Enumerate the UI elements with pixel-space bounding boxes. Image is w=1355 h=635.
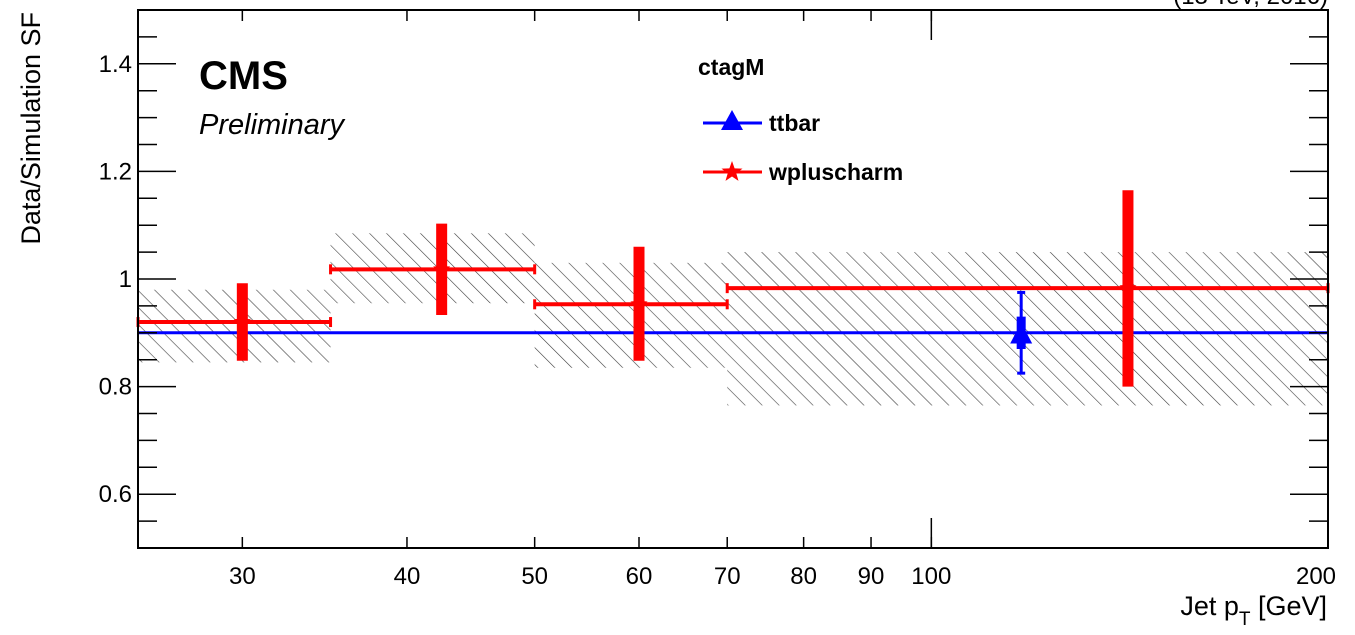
data-series — [136, 190, 1330, 387]
x-tick-label-5: 80 — [790, 563, 817, 590]
uncertainty-band-0 — [138, 289, 331, 363]
uncertainty-bands — [138, 233, 1328, 406]
y-tick-label-3: 1.2 — [99, 158, 132, 185]
wpluscharm-point-0 — [233, 313, 251, 330]
legend-label-wpluscharm: wpluscharm — [768, 159, 903, 185]
y-tick-label-0: 0.6 — [99, 481, 132, 508]
energy-year-label: (13 TeV, 2016) — [1173, 0, 1328, 10]
cms-label: CMS — [199, 54, 288, 98]
uncertainty-band-2 — [534, 262, 728, 368]
x-tick-label-0: 30 — [229, 563, 256, 590]
x-tick-label-6: 90 — [858, 563, 885, 590]
x-tick-label-4: 70 — [714, 563, 741, 590]
x-tick-label-3: 60 — [626, 563, 653, 590]
y-tick-label-4: 1.4 — [99, 51, 132, 78]
x-tick-label-1: 40 — [394, 563, 421, 590]
legend-marker-star-icon — [721, 161, 743, 181]
axis-ticks — [138, 9, 1329, 549]
legend-entry-ttbar: ttbar — [703, 110, 820, 136]
axis-tick-labels: 0.6 0.8 1 1.2 1.4 30 40 50 60 70 80 90 100 200 — [99, 51, 1336, 590]
legend-marker-triangle-icon — [721, 110, 743, 130]
preliminary-label: Preliminary — [199, 109, 346, 141]
x-tick-label-2: 50 — [521, 563, 548, 590]
x-tick-label-7: 100 — [911, 563, 951, 590]
y-tick-label-1: 0.8 — [99, 374, 132, 401]
x-axis-title-subscript: T — [1239, 609, 1251, 630]
legend-label-ttbar: ttbar — [769, 110, 820, 136]
wpluscharm-point-1 — [433, 260, 451, 277]
y-axis-title: Data/Simulation SF — [16, 12, 46, 245]
x-tick-label-8: 200 — [1296, 563, 1336, 590]
legend: ctagM ttbar wpluscharm — [698, 54, 903, 185]
wpluscharm-point-2 — [630, 295, 648, 312]
x-axis-title-unit: [GeV] — [1250, 591, 1327, 621]
legend-title: ctagM — [698, 54, 764, 80]
ttbar-point-0 — [1010, 322, 1033, 344]
x-axis-title-main: Jet p — [1180, 591, 1239, 621]
legend-entry-wpluscharm: wpluscharm — [703, 159, 903, 185]
wpluscharm-point-3 — [1119, 279, 1137, 296]
y-tick-label-2: 1 — [119, 266, 132, 293]
x-axis-title: Jet pT [GeV] — [1180, 591, 1327, 630]
uncertainty-band-3 — [727, 252, 1328, 406]
